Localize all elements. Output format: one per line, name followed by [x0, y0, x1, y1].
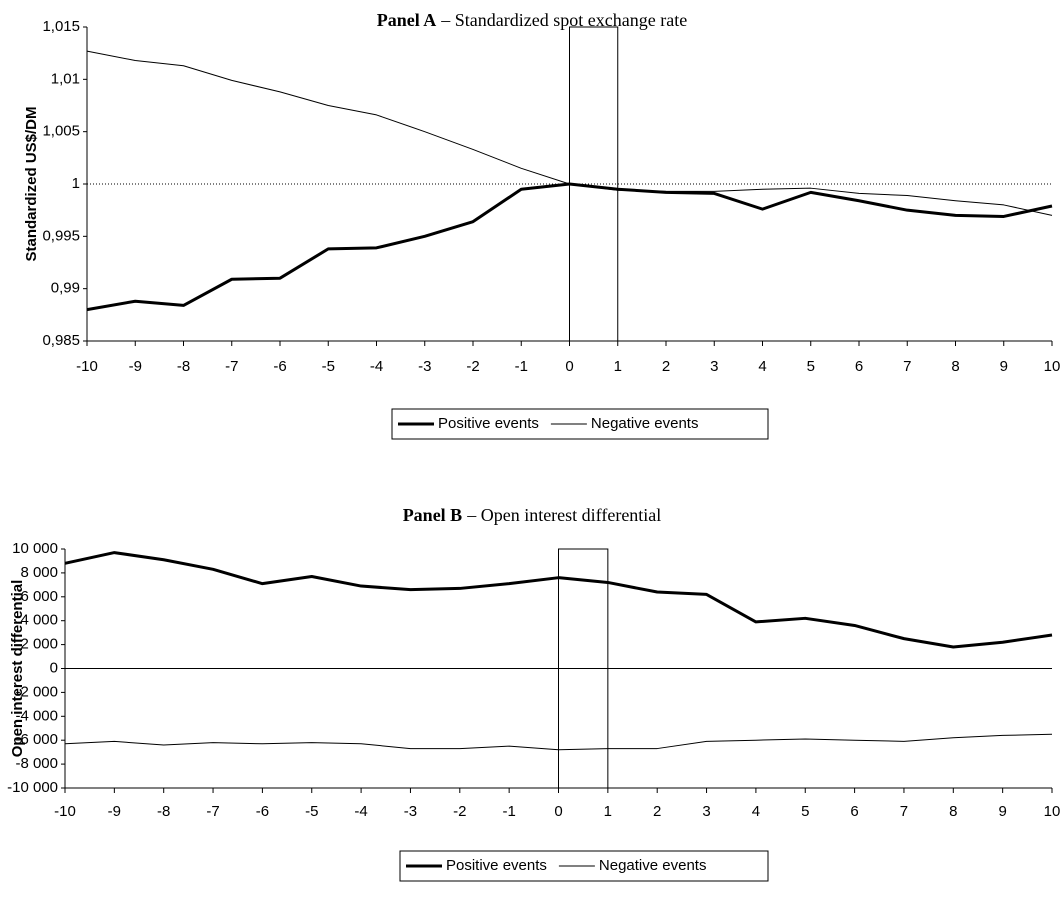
y-tick-label: -6 000: [15, 731, 58, 748]
x-tick-label: 8: [951, 358, 959, 375]
x-tick-label: 1: [614, 358, 622, 375]
y-tick-label: 8 000: [20, 564, 58, 581]
x-tick-label: -10: [76, 358, 98, 375]
x-tick-label: -10: [54, 803, 76, 820]
x-tick-label: 3: [702, 803, 710, 820]
x-tick-label: -1: [502, 803, 515, 820]
x-tick-label: -7: [225, 358, 238, 375]
x-tick-label: -9: [108, 803, 121, 820]
y-tick-label: 0,995: [42, 227, 80, 244]
x-tick-label: 1: [604, 803, 612, 820]
x-tick-label: -3: [418, 358, 431, 375]
title-text: – Standardized spot exchange rate: [440, 10, 687, 30]
y-tick-label: -8 000: [15, 755, 58, 772]
y-tick-label: 0,985: [42, 332, 80, 349]
x-tick-label: -2: [466, 358, 479, 375]
x-tick-label: 6: [855, 358, 863, 375]
y-axis-label: Open interest differential: [9, 580, 26, 758]
legend-label: Negative events: [599, 857, 707, 874]
highlight-window: [558, 548, 609, 789]
x-tick-label: -4: [354, 803, 367, 820]
x-tick-label: -2: [453, 803, 466, 820]
x-tick-label: 7: [900, 803, 908, 820]
x-tick-label: -6: [256, 803, 269, 820]
x-tick-label: 7: [903, 358, 911, 375]
x-tick-label: -3: [404, 803, 417, 820]
x-tick-label: -9: [129, 358, 142, 375]
x-tick-label: 2: [662, 358, 670, 375]
x-tick-label: 4: [758, 358, 766, 375]
x-tick-label: 2: [653, 803, 661, 820]
y-tick-label: 10 000: [12, 540, 58, 557]
panel-label: Panel B: [403, 505, 463, 525]
x-tick-label: 8: [949, 803, 957, 820]
x-tick-label: 0: [565, 358, 573, 375]
y-tick-label: 1,015: [42, 18, 80, 35]
y-tick-label: 0: [50, 659, 58, 676]
title-text: – Open interest differential: [466, 505, 661, 525]
y-tick-label: 4 000: [20, 612, 58, 629]
y-tick-label: 0,99: [51, 280, 80, 297]
x-tick-label: 9: [1000, 358, 1008, 375]
legend-label: Negative events: [591, 415, 699, 432]
x-tick-label: 3: [710, 358, 718, 375]
x-tick-label: -8: [157, 803, 170, 820]
x-tick-label: -4: [370, 358, 383, 375]
x-tick-label: -1: [515, 358, 528, 375]
y-axis-label: Standardized US$/DM: [23, 106, 40, 261]
y-tick-label: 1: [72, 175, 80, 192]
x-tick-label: 0: [554, 803, 562, 820]
x-tick-label: -5: [322, 358, 335, 375]
x-tick-label: 6: [850, 803, 858, 820]
x-tick-label: 5: [807, 358, 815, 375]
y-tick-label: 2 000: [20, 636, 58, 653]
legend-label: Positive events: [446, 857, 547, 874]
series-line: [86, 50, 1053, 216]
x-tick-label: 10: [1044, 358, 1061, 375]
legend-label: Positive events: [438, 415, 539, 432]
y-tick-label: -4 000: [15, 707, 58, 724]
series-line: [64, 733, 1053, 751]
x-tick-label: 10: [1044, 803, 1061, 820]
x-tick-label: -8: [177, 358, 190, 375]
x-tick-label: 4: [752, 803, 760, 820]
x-tick-label: 9: [998, 803, 1006, 820]
x-tick-label: -5: [305, 803, 318, 820]
y-tick-label: -2 000: [15, 683, 58, 700]
x-tick-label: -7: [206, 803, 219, 820]
x-tick-label: -6: [273, 358, 286, 375]
y-tick-label: 1,005: [42, 123, 80, 140]
panel-label: Panel A: [377, 10, 437, 30]
y-tick-label: 6 000: [20, 588, 58, 605]
chart-title: Panel A – Standardized spot exchange rate: [377, 10, 687, 30]
series-line: [64, 551, 1053, 649]
chart-title: Panel B – Open interest differential: [403, 505, 662, 525]
y-tick-label: -10 000: [7, 779, 58, 796]
x-tick-label: 5: [801, 803, 809, 820]
y-tick-label: 1,01: [51, 70, 80, 87]
